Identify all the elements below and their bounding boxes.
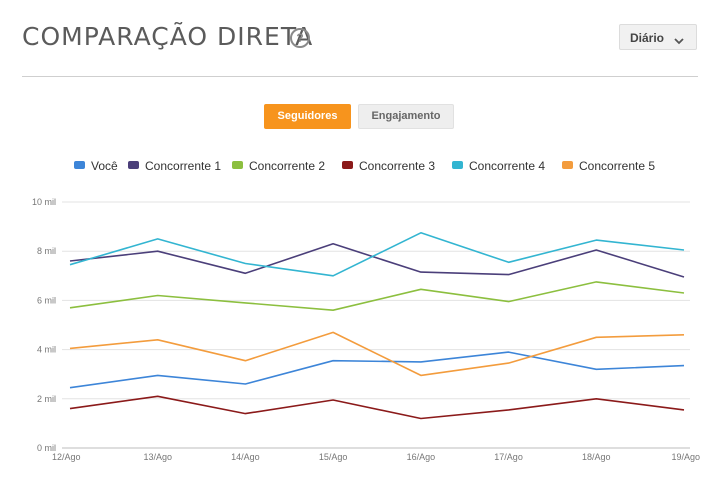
period-dropdown[interactable]: Diário [619,24,697,50]
legend-item-6[interactable]: Concorrente 5 [562,159,655,173]
legend-label: Concorrente 5 [579,159,656,173]
series-line-6[interactable] [69,331,685,377]
legend-swatch [342,161,353,169]
series-line-3[interactable] [69,281,685,311]
x-tick-label: 17/Ago [494,452,523,462]
line-chart: 0 mil 2 mil 4 mil 6 mil 8 mil 10 mil 12/Ago 13/… [32,197,700,462]
series-line-1[interactable] [69,351,685,389]
series-line-2[interactable] [69,242,685,278]
legend-swatch [232,161,243,169]
x-tick-label: 19/Ago [671,452,700,462]
legend-item-4[interactable]: Concorrente 3 [342,159,435,173]
legend-item-2[interactable]: Concorrente 1 [128,159,221,173]
header-divider [22,76,698,77]
x-tick-label: 13/Ago [143,452,172,462]
x-tick-label: 16/Ago [407,452,436,462]
legend-label: Concorrente 2 [249,159,326,173]
legend-swatch [562,161,573,169]
x-tick-label: 12/Ago [52,452,81,462]
legend-label: Concorrente 3 [359,159,436,173]
tab-engajamento[interactable]: Engajamento [358,104,454,129]
period-dropdown-value: Diário [630,31,665,45]
page-title: COMPARAÇÃO DIRETA [22,22,314,51]
tab-seguidores[interactable]: Seguidores [264,104,351,129]
y-tick-label: 10 mil [32,197,56,207]
x-tick-label: 18/Ago [582,452,611,462]
legend-swatch [128,161,139,169]
legend-label: Concorrente 1 [145,159,222,173]
x-tick-label: 15/Ago [319,452,348,462]
legend-label: Você [91,159,118,173]
series-line-4[interactable] [69,395,685,420]
legend-item-1[interactable]: Você [74,159,118,173]
series-line-5[interactable] [69,231,685,277]
x-tick-label: 14/Ago [231,452,260,462]
y-tick-label: 8 mil [37,246,56,256]
question-circle-icon[interactable]: ? [290,28,310,48]
y-tick-label: 4 mil [37,345,56,355]
chevron-down-icon [674,34,684,48]
legend-item-3[interactable]: Concorrente 2 [232,159,325,173]
legend-swatch [74,161,85,169]
y-tick-label: 0 mil [37,443,56,453]
page-header: COMPARAÇÃO DIRETA ? Diário [22,18,698,78]
legend-item-5[interactable]: Concorrente 4 [452,159,545,173]
y-tick-label: 6 mil [37,295,56,305]
legend-label: Concorrente 4 [469,159,546,173]
y-tick-label: 2 mil [37,394,56,404]
legend-swatch [452,161,463,169]
